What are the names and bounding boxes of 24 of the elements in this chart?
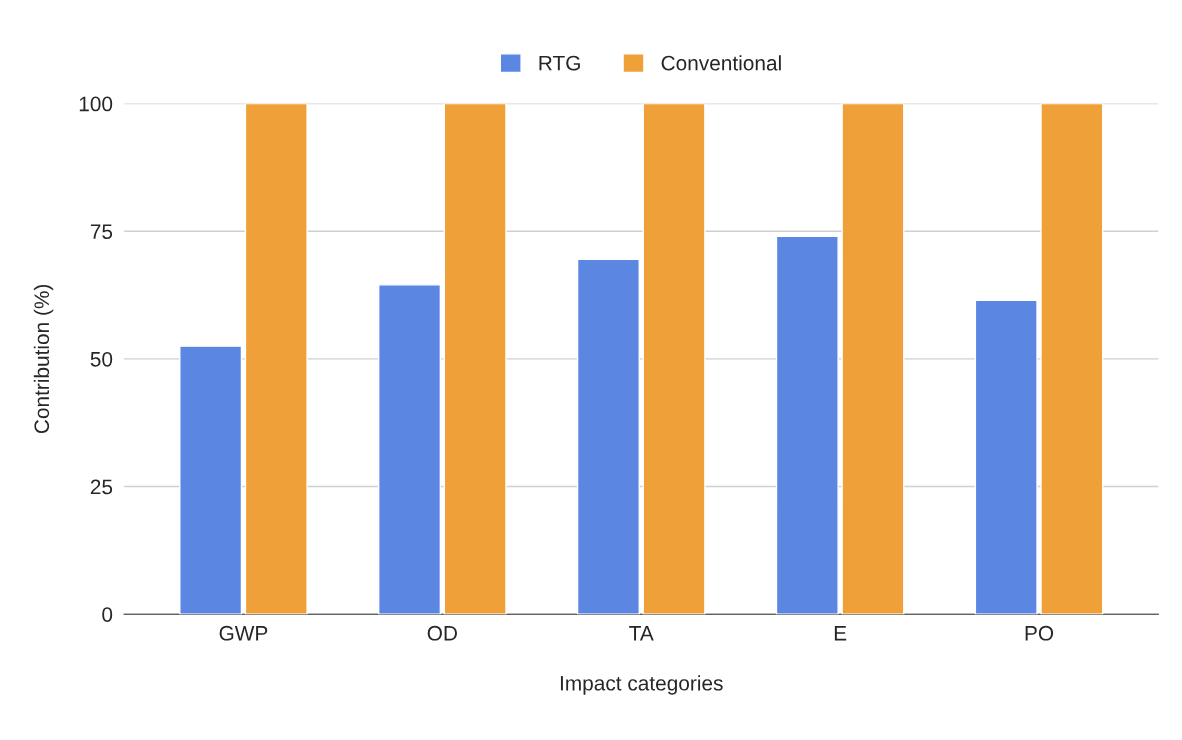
- bar: [443, 103, 507, 615]
- bar: [377, 284, 442, 615]
- bar: [642, 103, 706, 615]
- bar: [576, 258, 640, 615]
- y-tick-label: 0: [102, 607, 113, 622]
- legend-label: Conventional: [661, 55, 781, 71]
- bar: [179, 345, 243, 615]
- bar: [1040, 103, 1104, 615]
- bar: [974, 299, 1038, 615]
- x-tick-label: E: [834, 626, 847, 641]
- y-axis-title: Contribution (%): [33, 284, 54, 434]
- x-tick-label: OD: [427, 625, 457, 641]
- y-tick-label: 50: [90, 351, 113, 367]
- bar: [244, 103, 308, 615]
- y-tick-label: 75: [90, 224, 113, 239]
- x-tick-label: PO: [1025, 625, 1054, 641]
- x-axis-title: Impact categories: [560, 675, 723, 695]
- x-tick-label: GWP: [219, 625, 268, 641]
- x-tick-label: TA: [629, 626, 654, 641]
- bar: [775, 235, 839, 615]
- bar: [841, 103, 905, 615]
- y-tick-label: 25: [90, 479, 113, 495]
- y-tick-label: 100: [79, 96, 113, 112]
- legend-label: RTG: [539, 55, 580, 71]
